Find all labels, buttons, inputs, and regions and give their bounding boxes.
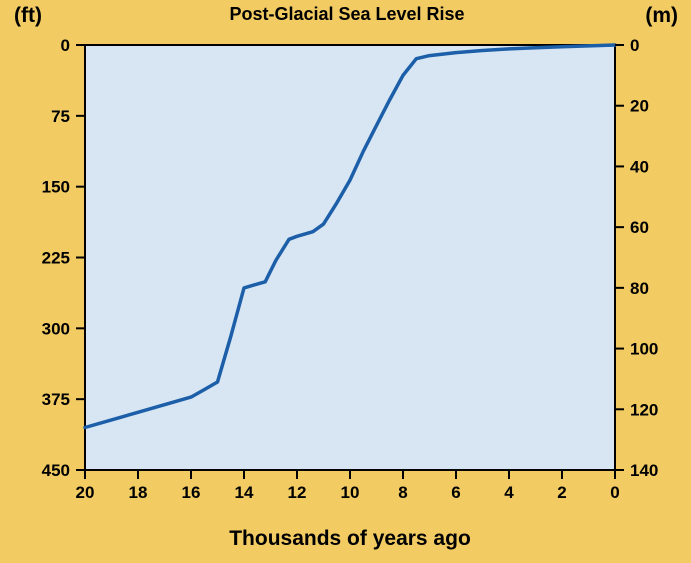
x-tick-label: 20 xyxy=(76,483,95,502)
right-tick-label: 80 xyxy=(630,279,649,298)
right-axis-ticks: 0 20 40 60 80 100 120 140 xyxy=(615,36,658,480)
right-tick-label: 20 xyxy=(630,97,649,116)
plot-area xyxy=(84,44,616,471)
left-tick-label: 150 xyxy=(42,178,70,197)
right-axis-unit-label: (m) xyxy=(645,4,678,27)
left-tick-label: 450 xyxy=(42,461,70,480)
x-tick-label: 16 xyxy=(182,483,201,502)
left-tick-label: 225 xyxy=(42,249,70,268)
sea-level-line-series xyxy=(83,43,617,430)
right-tick-label: 120 xyxy=(630,400,658,419)
x-axis-ticks: 20 18 16 14 12 10 8 6 4 2 0 xyxy=(76,470,620,502)
left-tick-label: 300 xyxy=(42,319,70,338)
left-tick-label: 75 xyxy=(51,107,70,126)
left-axis-unit-label: (ft) xyxy=(14,4,42,27)
x-tick-label: 2 xyxy=(557,483,566,502)
right-tick-label: 100 xyxy=(630,340,658,359)
x-tick-label: 10 xyxy=(341,483,360,502)
x-tick-label: 0 xyxy=(610,483,619,502)
right-tick-label: 40 xyxy=(630,157,649,176)
left-tick-label: 375 xyxy=(42,390,70,409)
left-tick-label: 0 xyxy=(61,36,70,55)
x-tick-label: 4 xyxy=(504,483,514,502)
x-tick-label: 12 xyxy=(288,483,307,502)
sea-level-curve xyxy=(83,43,617,430)
right-tick-label: 0 xyxy=(630,36,639,55)
x-tick-label: 18 xyxy=(129,483,148,502)
x-tick-label: 14 xyxy=(235,483,254,502)
x-tick-label: 6 xyxy=(451,483,460,502)
right-tick-label: 60 xyxy=(630,218,649,237)
left-axis-ticks: 0 75 150 225 300 375 450 xyxy=(42,36,85,480)
right-tick-label: 140 xyxy=(630,461,658,480)
x-axis-title: Thousands of years ago xyxy=(229,527,471,550)
chart-title: Post-Glacial Sea Level Rise xyxy=(229,4,464,24)
x-tick-label: 8 xyxy=(398,483,407,502)
